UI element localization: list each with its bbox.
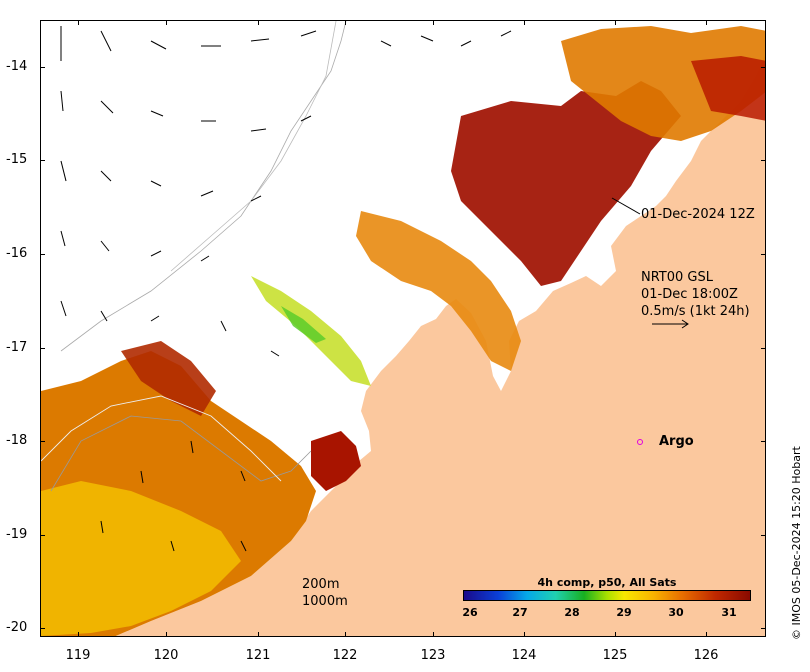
x-axis-label: 119 — [65, 648, 91, 663]
tick-mark — [40, 254, 45, 255]
tick-mark — [345, 20, 346, 25]
sst-patch-hot-ne2 — [691, 56, 765, 121]
current-time-label: 01-Dec 18:00Z — [641, 287, 738, 302]
tick-mark — [258, 632, 259, 637]
sst-patch-sw-red — [121, 341, 216, 416]
tick-mark — [258, 20, 259, 25]
image-date-label: 01-Dec-2024 12Z — [641, 207, 755, 222]
contour-legend-200m: 200m — [302, 577, 340, 592]
sst-patch-hot-ne — [451, 81, 681, 286]
land-mass — [115, 55, 765, 636]
y-axis-label: -17 — [6, 340, 28, 355]
colorbar-tick: 28 — [564, 606, 580, 619]
tick-mark — [761, 160, 766, 161]
y-axis-label: -18 — [6, 433, 28, 448]
argo-float-marker[interactable] — [637, 439, 643, 445]
current-product-label: NRT00 GSL — [641, 270, 713, 285]
current-scale-label: 0.5m/s (1kt 24h) — [641, 304, 750, 319]
tick-mark — [524, 632, 525, 637]
credit-text: © IMOS 05-Dec-2024 15:20 Hobart — [790, 446, 803, 640]
colorbar-title: 4h comp, p50, All Sats — [537, 576, 677, 589]
tick-mark — [78, 20, 79, 25]
argo-label: Argo — [659, 434, 694, 449]
x-axis-label: 120 — [153, 648, 179, 663]
tick-mark — [40, 348, 45, 349]
tick-mark — [78, 632, 79, 637]
contour-legend-1000m: 1000m — [302, 594, 348, 609]
tick-mark — [706, 20, 707, 25]
sst-map — [41, 21, 765, 636]
x-axis-label: 122 — [332, 648, 358, 663]
tick-mark — [166, 632, 167, 637]
tick-mark — [40, 160, 45, 161]
tick-mark — [433, 20, 434, 25]
contour-shelf2 — [170, 21, 337, 272]
tick-mark — [761, 67, 766, 68]
tick-mark — [40, 441, 45, 442]
map-frame[interactable] — [40, 20, 766, 637]
colorbar-tick: 31 — [721, 606, 737, 619]
current-info-block: NRT00 GSL 01-Dec 18:00Z 0.5m/s (1kt 24h) — [641, 269, 750, 320]
y-axis-label: -20 — [6, 620, 28, 635]
sst-patch-warm-ne — [561, 26, 765, 141]
tick-mark — [345, 632, 346, 637]
contour-shelf — [60, 21, 347, 352]
sst-patch-sw-yellow — [41, 481, 241, 636]
tick-mark — [40, 628, 45, 629]
sst-colorbar — [463, 590, 751, 601]
tick-mark — [615, 632, 616, 637]
x-axis-label: 121 — [245, 648, 271, 663]
tick-mark — [706, 632, 707, 637]
sst-patch-coast-red — [311, 431, 361, 491]
tick-mark — [40, 67, 45, 68]
y-axis-label: -16 — [6, 246, 28, 261]
tick-mark — [615, 20, 616, 25]
tick-mark — [761, 535, 766, 536]
y-axis-label: -19 — [6, 527, 28, 542]
sst-patch-central — [356, 211, 521, 371]
x-axis-label: 125 — [602, 648, 628, 663]
colorbar-tick: 30 — [668, 606, 684, 619]
tick-mark — [524, 20, 525, 25]
tick-mark — [761, 254, 766, 255]
x-axis-label: 126 — [693, 648, 719, 663]
tick-mark — [761, 441, 766, 442]
y-axis-label: -15 — [6, 152, 28, 167]
current-vectors — [60, 26, 512, 552]
x-axis-label: 123 — [420, 648, 446, 663]
arrow-right-icon — [652, 319, 689, 329]
colorbar-tick: 26 — [462, 606, 478, 619]
y-axis-label: -14 — [6, 59, 28, 74]
tick-mark — [433, 632, 434, 637]
x-axis-label: 124 — [511, 648, 537, 663]
tick-mark — [166, 20, 167, 25]
date-leader-line — [611, 197, 641, 215]
colorbar-tick: 27 — [512, 606, 528, 619]
tick-mark — [40, 535, 45, 536]
tick-mark — [761, 628, 766, 629]
contour-1000m — [41, 395, 282, 482]
contour-200m — [50, 415, 312, 492]
tick-mark — [761, 348, 766, 349]
sst-patch-green — [281, 306, 326, 343]
colorbar-tick: 29 — [616, 606, 632, 619]
